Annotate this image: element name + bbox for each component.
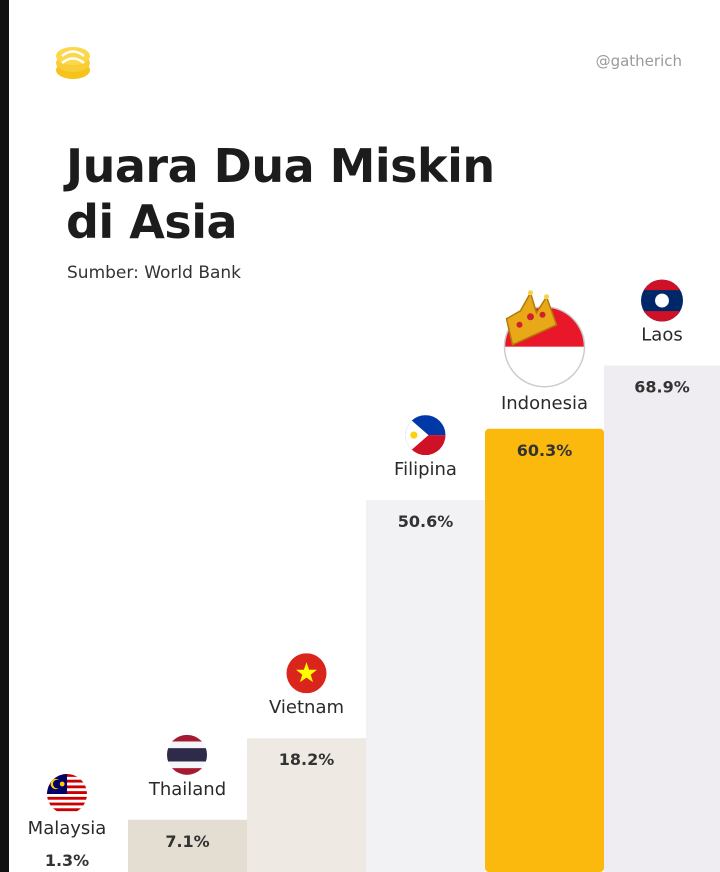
- vietnam-flag-icon: [286, 653, 327, 694]
- page-title: Juara Dua Miskin di Asia: [66, 138, 495, 250]
- category-label-vietnam: Vietnam: [269, 697, 344, 718]
- category-label-laos: Laos: [641, 325, 682, 346]
- value-label-laos: 68.9%: [634, 378, 690, 397]
- category-label-filipina: Filipina: [394, 459, 457, 480]
- title-line-1: Juara Dua Miskin: [66, 139, 495, 193]
- coin-stack-logo: [56, 47, 90, 79]
- left-edge-border: [0, 0, 9, 872]
- philippines-flag-icon: [405, 415, 446, 456]
- category-label-thailand: Thailand: [148, 779, 226, 800]
- flags-group: [47, 279, 683, 814]
- bar-laos: [604, 365, 720, 872]
- bar-vietnam: [247, 738, 366, 872]
- bar-thailand: [128, 819, 247, 872]
- category-label-indonesia: Indonesia: [501, 393, 588, 414]
- value-label-filipina: 50.6%: [398, 512, 454, 531]
- value-label-thailand: 7.1%: [165, 832, 209, 851]
- value-label-malaysia: 1.3%: [45, 851, 89, 870]
- source-text: Sumber: World Bank: [67, 263, 242, 283]
- laos-flag-icon: [641, 279, 683, 322]
- category-label-malaysia: Malaysia: [28, 818, 107, 839]
- title-line-2: di Asia: [66, 195, 238, 249]
- value-label-indonesia: 60.3%: [517, 441, 573, 460]
- social-handle: @gatherich: [595, 52, 682, 70]
- bar-indonesia: [485, 428, 604, 872]
- bar-filipina: [366, 500, 485, 872]
- malaysia-flag-icon: [47, 774, 87, 814]
- crown-icon: [505, 290, 558, 346]
- value-label-vietnam: 18.2%: [279, 750, 335, 769]
- thailand-flag-icon: [167, 734, 207, 775]
